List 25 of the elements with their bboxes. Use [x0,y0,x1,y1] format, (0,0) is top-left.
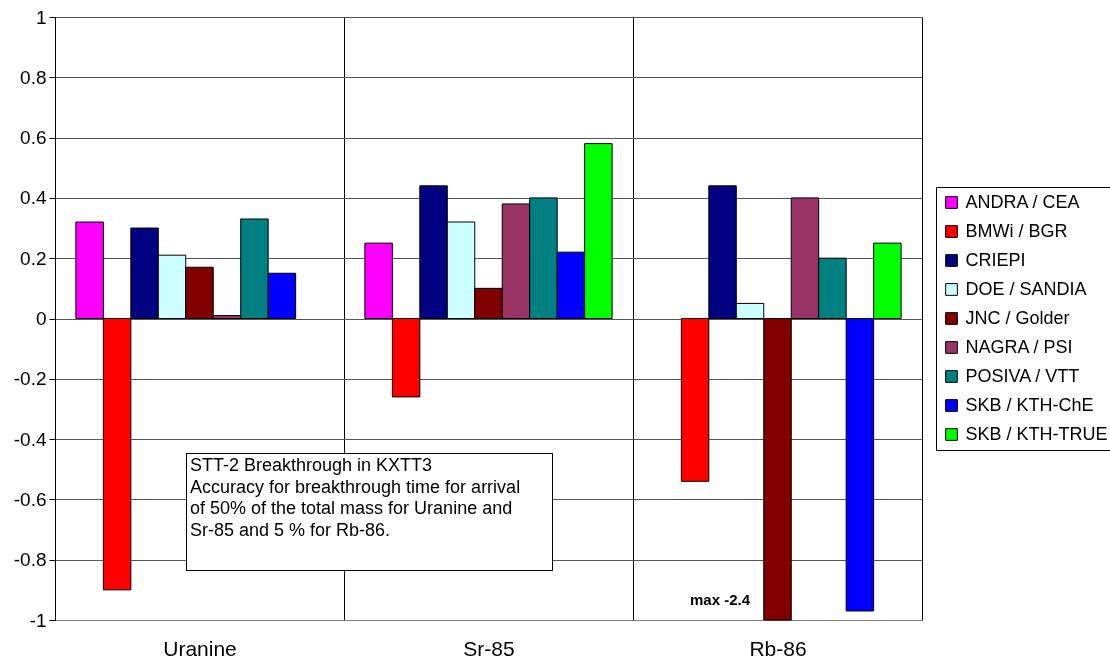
y-tick-label: -0.2 [13,368,47,390]
legend-label: SKB / KTH-ChE [965,394,1094,415]
x-tick-label: Sr-85 [463,636,515,660]
annotation: max -2.4 [689,591,751,608]
legend-label: POSIVA / VTT [965,365,1080,386]
legend-label: NAGRA / PSI [965,336,1073,357]
y-tick-label: -1 [29,609,47,631]
y-tick-label: 0.6 [20,127,47,149]
y-tick-label: 0.4 [20,187,47,209]
legend-label: JNC / Golder [965,307,1070,328]
y-tick-label: 0.2 [20,247,47,269]
y-tick-label: 1 [35,6,47,28]
y-tick-label: 0.8 [20,66,47,88]
y-tick-label: -0.4 [13,428,47,450]
legend-label: BMWi / BGR [965,220,1068,241]
note-box: STT-2 Breakthrough in KXTT3 Accuracy for breakthrough time for arrival of 50% of the total mass for Uranine and Sr-85 and 5 % for Rb-86. [186,453,553,571]
y-tick-label: 0 [35,308,47,329]
legend-label: ANDRA / CEA [965,191,1080,212]
x-tick-label: Rb-86 [749,636,807,660]
y-tick-label: -0.8 [13,549,47,571]
x-tick-label: Uranine [163,636,237,660]
legend-label: CRIEPI [965,249,1026,270]
legend-label: DOE / SANDIA [965,278,1087,299]
y-tick-label: -0.6 [13,488,47,510]
legend-label: SKB / KTH-TRUE [965,423,1108,444]
